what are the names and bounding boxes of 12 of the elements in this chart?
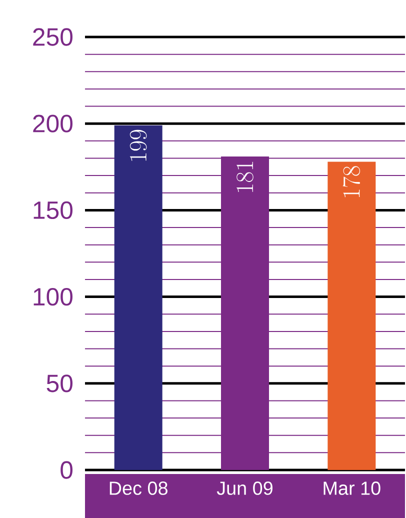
y-tick-label: 250 [33,28,72,46]
data-label: 199 [130,130,147,161]
y-tick-label: 150 [34,201,72,220]
y-tick-label: 200 [33,114,72,132]
x-tick-label: Dec 08 [110,482,168,495]
y-tick-label: 50 [46,374,72,392]
y-tick-label: 0 [60,461,72,479]
data-label: 181 [236,162,254,192]
y-tick-label: 100 [34,288,72,306]
x-tick-label: Jun 09 [216,482,272,495]
x-tick-label: Mar 10 [324,482,380,495]
data-label: 178 [342,166,360,198]
